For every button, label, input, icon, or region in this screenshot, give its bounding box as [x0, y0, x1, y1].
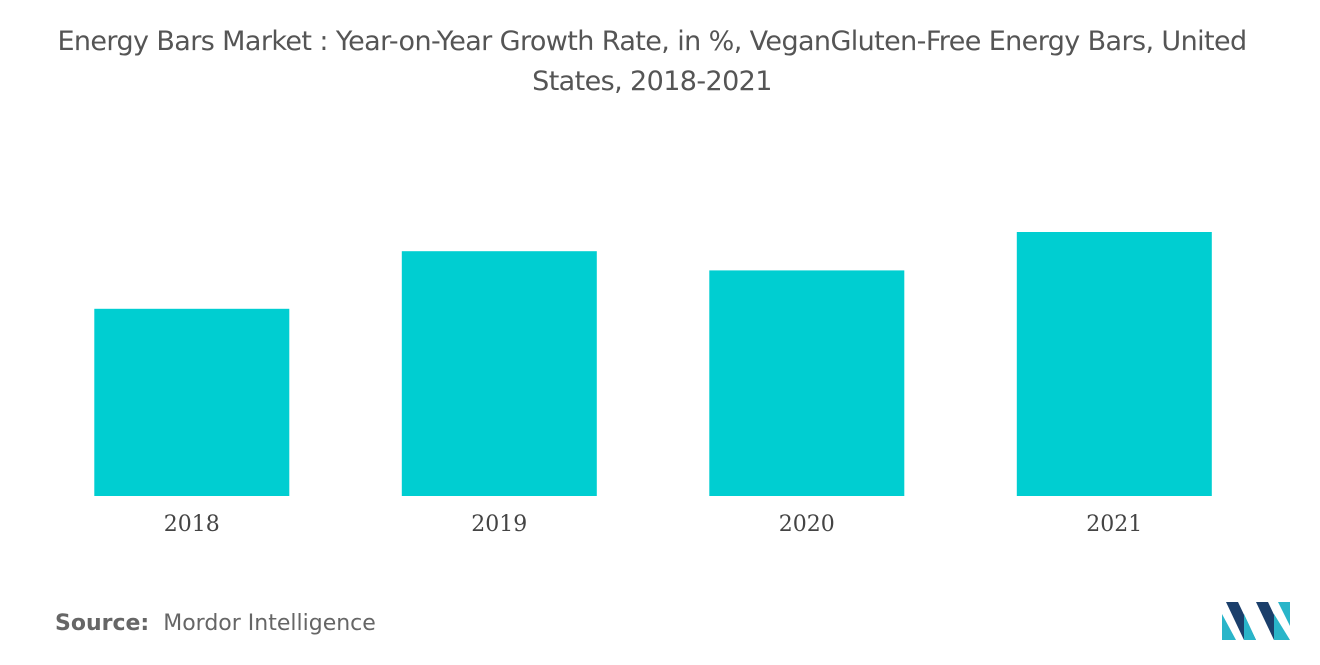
mordor-intelligence-logo-icon — [1222, 602, 1290, 640]
bars-group — [94, 232, 1212, 496]
chart-title-line-1: Energy Bars Market : Year-on-Year Growth… — [57, 26, 1247, 57]
chart-title: Energy Bars Market : Year-on-Year Growth… — [0, 22, 1304, 102]
bar-2021 — [1016, 232, 1212, 496]
x-tick-label-2019: 2019 — [471, 512, 527, 537]
chart-title-line-2: States, 2018-2021 — [532, 66, 772, 97]
source-value: Mordor Intelligence — [163, 611, 376, 636]
bar-2018 — [94, 308, 290, 496]
x-tick-label-2018: 2018 — [164, 512, 220, 537]
x-axis-tick-labels: 2018 2019 2020 2021 — [164, 512, 1143, 537]
x-tick-label-2021: 2021 — [1086, 512, 1142, 537]
x-tick-label-2020: 2020 — [779, 512, 835, 537]
bar-2020 — [709, 270, 905, 496]
bar-2019 — [401, 251, 597, 496]
source-note: Source: Mordor Intelligence — [55, 611, 376, 636]
source-label: Source: — [55, 611, 150, 636]
